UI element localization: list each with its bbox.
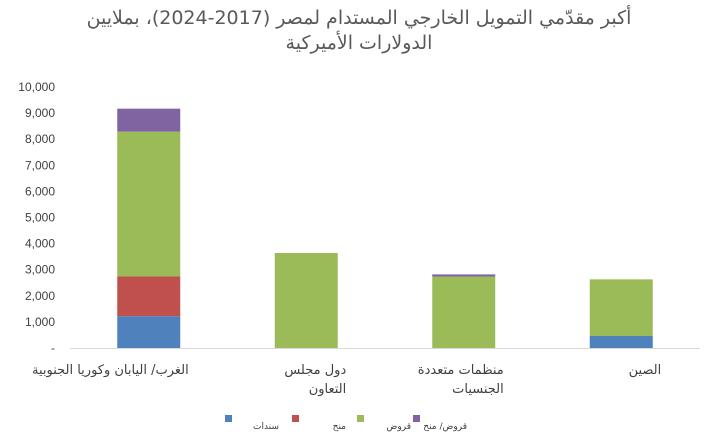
chart-title-line-1: أكبر مقدّمي التمويل الخارجي المستدام لمص… bbox=[86, 7, 632, 29]
bar-segment bbox=[274, 252, 338, 348]
chart-title-line-2: الدولارات الأميركية bbox=[285, 32, 433, 54]
x-tick-label: الصين bbox=[629, 363, 662, 378]
x-tick-label: دول مجلس bbox=[284, 363, 346, 378]
legend-swatch bbox=[225, 415, 232, 422]
y-tick-label: 10,000 bbox=[18, 80, 55, 94]
legend-label: قروض bbox=[387, 422, 412, 432]
legend-label: منح bbox=[333, 422, 347, 432]
legend-swatch bbox=[413, 415, 420, 422]
legend-label: قروض/ منح bbox=[423, 422, 467, 432]
y-tick-label: 3,000 bbox=[25, 263, 55, 277]
bar-segment bbox=[589, 279, 653, 336]
bar-segment bbox=[117, 276, 181, 317]
legend-swatch bbox=[292, 415, 299, 422]
y-tick-label: 5,000 bbox=[25, 211, 55, 225]
bar-segment bbox=[589, 335, 653, 348]
bar-segment bbox=[432, 274, 496, 277]
y-tick-label: 8,000 bbox=[25, 132, 55, 146]
x-tick-label: التعاون bbox=[309, 382, 347, 397]
x-tick-label: الغرب/ اليابان وكوريا الجنوبية bbox=[32, 363, 189, 378]
x-tick-label: الجنسيات bbox=[452, 382, 504, 397]
legend-swatch bbox=[357, 415, 364, 422]
bar-segment bbox=[117, 108, 181, 132]
bars bbox=[117, 108, 653, 348]
chart-title: أكبر مقدّمي التمويل الخارجي المستدام لمص… bbox=[0, 6, 718, 56]
y-tick-label: 6,000 bbox=[25, 184, 55, 198]
y-tick-label: 4,000 bbox=[25, 237, 55, 251]
legend: سندات منح قروض قروض/ منح bbox=[225, 415, 467, 432]
y-tick-label: 2,000 bbox=[25, 289, 55, 303]
x-axis: الغرب/ اليابان وكوريا الجنوبية دول مجلس ال… bbox=[32, 348, 700, 397]
bar-segment bbox=[432, 276, 496, 348]
y-axis: - 1,000 2,000 3,000 4,000 5,000 6,000 7,000 8,00… bbox=[18, 80, 55, 355]
y-tick-label: 9,000 bbox=[25, 106, 55, 120]
legend-label: سندات bbox=[253, 422, 279, 432]
y-tick-label: 7,000 bbox=[25, 158, 55, 172]
y-tick-label: 1,000 bbox=[25, 315, 55, 329]
y-tick-label: - bbox=[51, 341, 55, 355]
bar-segment bbox=[117, 131, 181, 277]
bar-segment bbox=[117, 316, 181, 348]
x-tick-label: منظمات متعددة bbox=[418, 363, 504, 378]
